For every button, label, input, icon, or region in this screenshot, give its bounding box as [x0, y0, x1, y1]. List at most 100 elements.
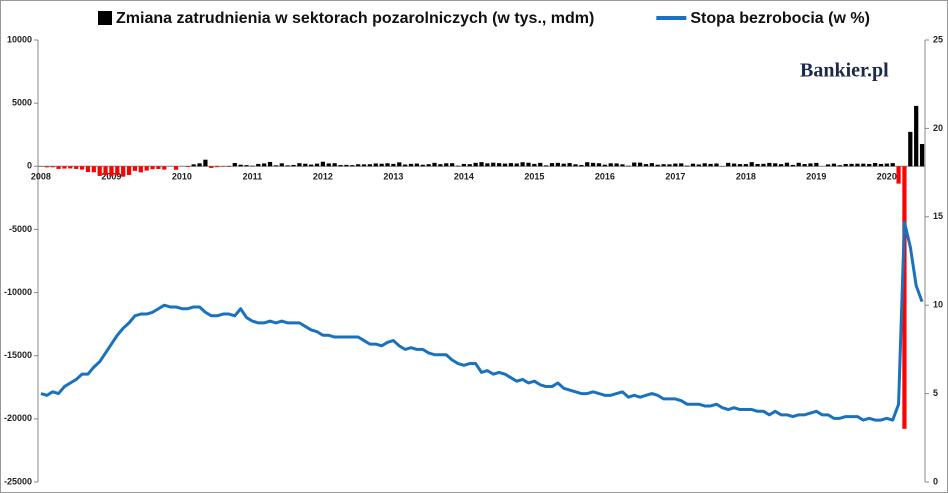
legend-label: Zmiana zatrudnienia w sektorach pozaroln… — [116, 10, 594, 27]
bar — [344, 164, 349, 167]
bar — [620, 164, 625, 167]
y2-tick-label: 10 — [933, 300, 943, 310]
bar — [356, 164, 361, 167]
bar — [544, 165, 549, 167]
bar — [849, 163, 854, 167]
x-tick-label: 2015 — [524, 172, 544, 182]
bar — [491, 162, 496, 167]
bar — [97, 166, 102, 176]
bar — [790, 164, 795, 167]
bar — [68, 166, 73, 169]
bar — [749, 162, 754, 167]
bar — [150, 166, 155, 170]
bar — [778, 164, 784, 167]
bar — [109, 166, 114, 177]
bar — [755, 163, 760, 167]
x-tick-label: 2013 — [383, 172, 403, 182]
bar — [209, 166, 214, 168]
bar — [103, 166, 108, 176]
bar — [173, 166, 179, 170]
bar — [726, 162, 731, 167]
bar — [831, 163, 837, 167]
y2-tick-label: 5 — [933, 388, 938, 398]
bar — [444, 163, 449, 167]
bar — [367, 164, 373, 167]
x-tick-label: 2014 — [454, 172, 474, 182]
bar — [567, 163, 572, 167]
bar — [121, 166, 126, 177]
x-tick-label: 2012 — [313, 172, 333, 182]
bar — [226, 166, 232, 167]
y2-tick-label: 25 — [933, 34, 943, 44]
bar — [767, 162, 772, 167]
bar — [878, 163, 884, 167]
legend-swatch — [98, 11, 112, 25]
bar — [702, 163, 707, 167]
bar — [244, 165, 249, 167]
bar — [520, 162, 525, 167]
bar — [350, 165, 355, 167]
bar — [461, 163, 466, 167]
bar — [684, 165, 690, 167]
legend-label: Stopa bezrobocia (w %) — [690, 10, 870, 27]
bar — [191, 164, 196, 167]
x-tick-label: 2016 — [595, 172, 615, 182]
bar — [397, 162, 402, 167]
x-tick-label: 2009 — [101, 172, 121, 182]
bar — [138, 166, 143, 173]
bar — [696, 164, 701, 167]
bar — [908, 131, 913, 167]
bar — [673, 163, 678, 167]
bar — [320, 161, 326, 167]
bar — [314, 163, 320, 167]
bar — [843, 163, 848, 167]
bar — [232, 163, 237, 167]
bar — [279, 163, 284, 167]
x-tick-label: 2020 — [877, 172, 897, 182]
bar — [508, 163, 513, 167]
bar — [632, 162, 637, 167]
bar — [555, 162, 560, 167]
bar — [573, 164, 578, 167]
y-tick-label: -5000 — [9, 224, 32, 234]
bar — [291, 164, 296, 167]
bar — [596, 163, 602, 167]
bar — [91, 166, 96, 173]
bar — [426, 164, 431, 167]
bar — [485, 163, 490, 167]
bar — [608, 163, 613, 167]
bar — [614, 163, 619, 167]
bar — [56, 166, 61, 169]
bar — [455, 165, 461, 167]
bar — [79, 166, 85, 170]
x-tick-label: 2018 — [736, 172, 756, 182]
bar — [373, 163, 378, 167]
bar — [185, 166, 190, 168]
bar — [761, 163, 766, 167]
x-tick-label: 2019 — [806, 172, 826, 182]
bar — [896, 166, 901, 184]
x-tick-label: 2008 — [31, 172, 51, 182]
bar — [837, 165, 842, 167]
bar — [743, 164, 748, 167]
bar — [450, 163, 455, 167]
bar — [262, 163, 267, 167]
bar — [74, 166, 79, 169]
bar — [902, 166, 907, 429]
bar — [919, 144, 925, 167]
bar — [538, 162, 543, 167]
x-tick-label: 2011 — [243, 172, 263, 182]
bar — [403, 164, 408, 167]
bar — [784, 162, 790, 167]
bar — [414, 163, 419, 167]
bar — [626, 165, 631, 167]
bar — [532, 163, 537, 167]
bar — [914, 105, 919, 167]
bar — [796, 162, 801, 167]
bar — [585, 162, 590, 167]
bar — [144, 166, 149, 171]
bar — [649, 163, 654, 167]
bar — [579, 165, 584, 167]
bar — [162, 166, 167, 170]
